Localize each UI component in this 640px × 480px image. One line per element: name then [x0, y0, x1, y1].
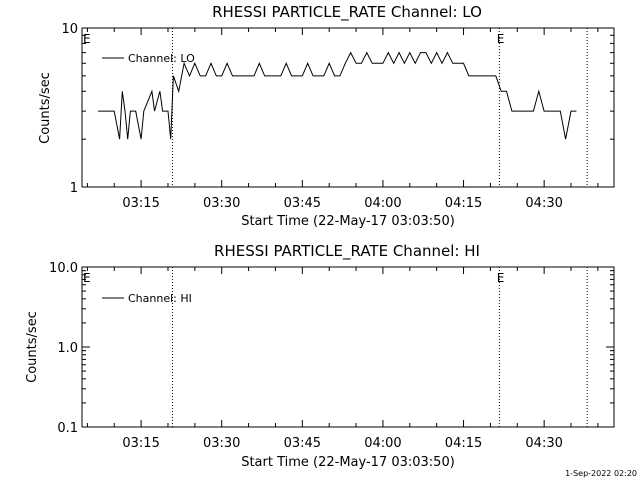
plot-frame-hi [81, 266, 615, 428]
x-tick-label: 03:30 [203, 436, 240, 451]
legend-hi: Channel: HI [102, 292, 192, 305]
legend-label-lo: Channel: LO [128, 52, 195, 65]
annotation-e: E [497, 271, 505, 285]
y-tick-label-hi-10.0: 10.0 [49, 261, 78, 276]
series-line [98, 51, 577, 140]
x-tick-label: 04:30 [525, 436, 562, 451]
y-axis-label-lo: Counts/sec [38, 72, 53, 144]
chart-title-lo: RHESSI PARTICLE_RATE Channel: LO [212, 3, 482, 22]
plot-frame-lo [81, 27, 615, 188]
y-tick-label-lo-1: 1 [70, 181, 78, 196]
footer-stamp: 1-Sep-2022 02:20 [565, 469, 637, 478]
x-tick-label: 04:00 [364, 196, 401, 211]
x-tick-label: 03:45 [284, 196, 321, 211]
reference-lines-hi [171, 267, 588, 427]
x-tick-label: 04:15 [445, 196, 482, 211]
tick-marks-lo [82, 28, 614, 188]
y-tick-label-hi-1.0: 1.0 [57, 341, 78, 356]
x-tick-label: 03:30 [203, 196, 240, 211]
panel-lo: RHESSI PARTICLE_RATE Channel: LO Counts/… [38, 3, 615, 229]
annotation-e: E [497, 32, 505, 46]
x-tick-label: 03:45 [284, 436, 321, 451]
reference-lines-lo [171, 28, 588, 187]
y-axis-label-hi: Counts/sec [25, 311, 40, 383]
tick-marks-hi [82, 267, 614, 428]
series-lo [98, 51, 577, 140]
y-tick-label-lo-10: 10 [61, 22, 78, 37]
x-tick-label: 03:15 [122, 196, 159, 211]
x-tick-label: 04:15 [445, 436, 482, 451]
annotation-e: E [83, 32, 91, 46]
legend-lo: Channel: LO [102, 52, 195, 65]
y-tick-label-hi-0.1: 0.1 [57, 421, 78, 436]
panel-hi: RHESSI PARTICLE_RATE Channel: HI Counts/… [25, 242, 615, 470]
x-tick-labels-lo: 03:15 03:30 03:45 04:00 04:15 04:30 [122, 196, 562, 211]
x-axis-label-lo: Start Time (22-May-17 03:03:50) [241, 214, 455, 229]
x-tick-label: 04:00 [364, 436, 401, 451]
x-tick-label: 04:30 [525, 196, 562, 211]
x-tick-label: 03:15 [122, 436, 159, 451]
legend-label-hi: Channel: HI [128, 292, 192, 305]
chart-title-hi: RHESSI PARTICLE_RATE Channel: HI [214, 242, 480, 261]
x-axis-label-hi: Start Time (22-May-17 03:03:50) [241, 455, 455, 470]
x-tick-labels-hi: 03:15 03:30 03:45 04:00 04:15 04:30 [122, 436, 562, 451]
annotation-e: E [83, 271, 91, 285]
